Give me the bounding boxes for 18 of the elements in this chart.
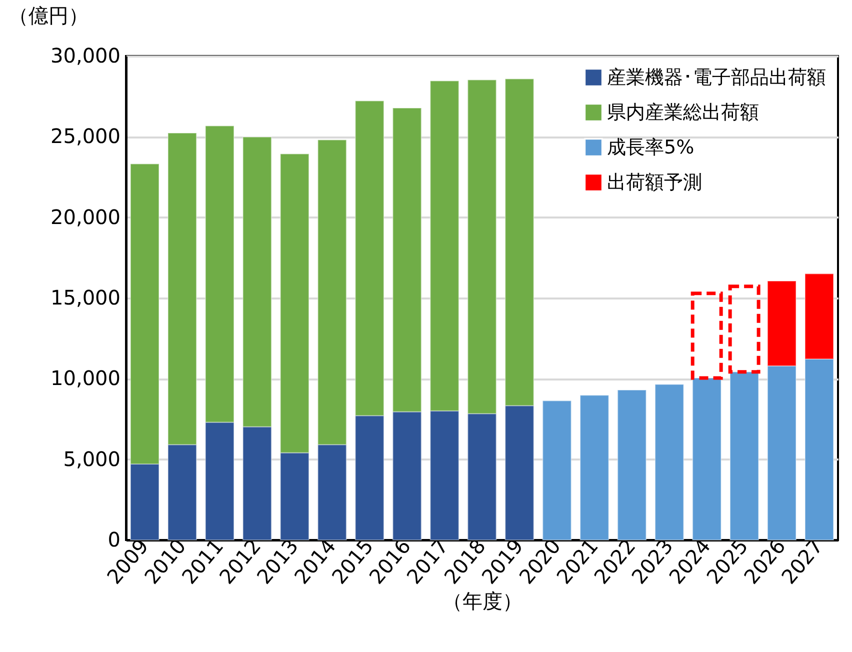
y-tick-label: 5,000 [63,446,120,471]
bar [654,384,684,540]
y-tick-label: 20,000 [50,204,120,229]
legend-label: 出荷額予測 [607,172,702,194]
bar [617,389,647,540]
bar [542,400,572,540]
x-axis-title: （年度） [442,588,522,613]
bar [730,371,760,540]
legend-label: 成長率5% [607,136,694,158]
y-tick-label: 25,000 [50,124,120,148]
legend-label: 産業機器･電子部品出荷額 [607,66,826,88]
bar [580,394,610,540]
y-tick-label: 15,000 [50,286,120,310]
y-tick-label: 30,000 [50,44,120,68]
legend-label: 県内産業総出荷額 [607,102,759,124]
y-tick-label: 10,000 [50,366,120,390]
y-axis-title: （億円） [8,4,88,28]
bar [692,378,722,540]
